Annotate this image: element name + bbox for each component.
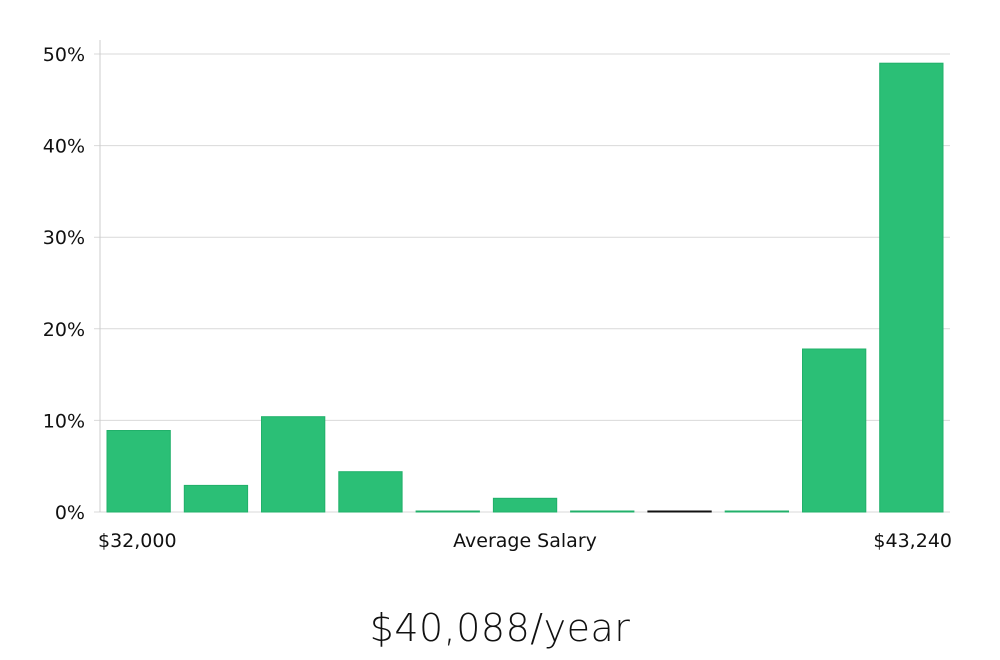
average-salary-value: $40,088/year bbox=[369, 606, 631, 650]
y-tick-labels: 0% 10% 20% 30% 40% 50% bbox=[43, 44, 85, 524]
histogram-bar bbox=[106, 430, 171, 513]
y-tick-label: 30% bbox=[43, 227, 85, 249]
bars bbox=[106, 62, 944, 513]
histogram-bar bbox=[570, 510, 635, 513]
x-start-label: $32,000 bbox=[98, 530, 177, 552]
y-tick-label: 20% bbox=[43, 319, 85, 341]
x-axis-title: Average Salary bbox=[453, 530, 597, 552]
y-tick-label: 50% bbox=[43, 44, 85, 66]
histogram-bar bbox=[261, 416, 326, 513]
histogram-bar bbox=[415, 510, 480, 513]
x-end-label: $43,240 bbox=[873, 530, 952, 552]
histogram-bar bbox=[183, 484, 249, 513]
y-tick-label: 10% bbox=[43, 410, 85, 432]
highlighted-bar bbox=[647, 510, 712, 513]
histogram-bar bbox=[802, 348, 867, 513]
y-tick-label: 0% bbox=[55, 502, 85, 524]
salary-histogram: 0% 10% 20% 30% 40% 50% $32,000 Average Salary… bbox=[43, 40, 952, 552]
histogram-bar bbox=[338, 471, 403, 513]
histogram-bar bbox=[492, 497, 558, 513]
histogram-bar bbox=[879, 62, 944, 513]
y-tick-label: 40% bbox=[43, 136, 85, 158]
histogram-bar bbox=[724, 510, 790, 513]
